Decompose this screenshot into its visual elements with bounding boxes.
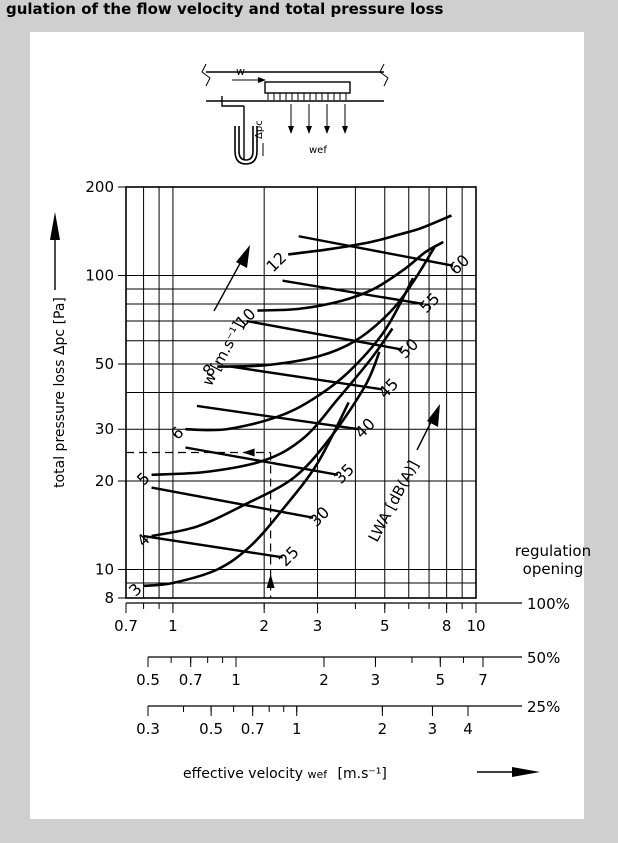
y-tick-label: 20 bbox=[95, 472, 114, 490]
velocity-curve-12 bbox=[288, 214, 452, 256]
regulation-opening-value: 100% bbox=[527, 595, 570, 613]
velocity-curve-5 bbox=[151, 327, 394, 477]
regulation-label: regulation bbox=[515, 542, 591, 560]
x-tick-label: 4 bbox=[463, 720, 473, 738]
x-tick-label: 1 bbox=[231, 671, 241, 689]
noise-line-25 bbox=[143, 534, 283, 559]
x-tick-label: 5 bbox=[380, 617, 390, 635]
y-tick-label: 100 bbox=[85, 267, 114, 285]
x-axis-unit: [m.s⁻¹] bbox=[333, 766, 387, 782]
example-arrow-left bbox=[242, 448, 255, 457]
x-tick-label: 2 bbox=[259, 617, 269, 635]
chart-panel bbox=[30, 32, 584, 819]
noise-line-55 bbox=[282, 279, 424, 306]
x-tick-label: 8 bbox=[442, 617, 452, 635]
y-tick-label: 10 bbox=[95, 561, 114, 579]
x-tick-label: 0.7 bbox=[179, 671, 203, 689]
x-tick-label: 0.7 bbox=[114, 617, 138, 635]
outflow-arrow-head bbox=[306, 126, 312, 134]
y-tick-label: 200 bbox=[85, 178, 114, 196]
velocity-label-arrow-head bbox=[236, 245, 250, 268]
x-axis-arrow-head bbox=[512, 767, 540, 777]
example-arrow-up bbox=[266, 574, 275, 588]
noise-line-40 bbox=[196, 404, 359, 431]
schematic-w-label: w bbox=[236, 65, 245, 78]
noise-label-arrow-head bbox=[427, 404, 440, 427]
header-text: gulation of the flow velocity and total … bbox=[6, 0, 444, 18]
noise-line-30 bbox=[151, 486, 314, 519]
schematic-wef-label: wef bbox=[309, 145, 327, 156]
regulation-opening-value: 25% bbox=[527, 698, 560, 716]
velocity-curve-3 bbox=[143, 401, 350, 588]
y-tick-label: 50 bbox=[95, 355, 114, 373]
outflow-arrow-head bbox=[288, 126, 294, 134]
x-tick-label: 0.7 bbox=[241, 720, 265, 738]
outflow-arrow-head bbox=[342, 126, 348, 134]
x-tick-label: 3 bbox=[313, 617, 323, 635]
plot-border bbox=[125, 186, 477, 599]
flow-arrow-head bbox=[258, 77, 266, 83]
x-tick-label: 2 bbox=[378, 720, 388, 738]
x-tick-label: 0.5 bbox=[199, 720, 223, 738]
y-axis-title: total pressure loss Δpc [Pa] bbox=[52, 297, 68, 488]
y-tick-label: 8 bbox=[104, 589, 114, 607]
schematic-dp-label: Δpc bbox=[254, 120, 265, 139]
schematic-diagram: w wef Δpc bbox=[201, 63, 389, 165]
velocity-curve-6 bbox=[185, 277, 415, 432]
x-tick-label: 5 bbox=[436, 671, 446, 689]
u-tube-manometer bbox=[234, 126, 258, 165]
x-tick-label: 7 bbox=[478, 671, 488, 689]
x-tick-label: 3 bbox=[428, 720, 438, 738]
x-axis-symbol: wef bbox=[307, 768, 328, 781]
x-tick-label: 1 bbox=[292, 720, 302, 738]
noise-line-60 bbox=[298, 235, 454, 267]
x-tick-label: 3 bbox=[371, 671, 381, 689]
grille-outlet bbox=[264, 81, 351, 94]
x-tick-label: 2 bbox=[319, 671, 329, 689]
noise-label-arrow-shaft bbox=[416, 419, 433, 451]
outflow-arrow-head bbox=[324, 126, 330, 134]
velocity-label-arrow-shaft bbox=[213, 257, 244, 312]
duct-walls bbox=[206, 71, 384, 102]
y-axis-arrow-head bbox=[50, 212, 60, 240]
noise-line-45 bbox=[230, 365, 383, 391]
x-tick-label: 10 bbox=[466, 617, 485, 635]
x-tick-label: 1 bbox=[168, 617, 178, 635]
x-tick-label: 0.3 bbox=[136, 720, 160, 738]
noise-line-50 bbox=[246, 319, 403, 351]
velocity-curve-10 bbox=[257, 240, 444, 312]
x-tick-label: 0.5 bbox=[136, 671, 160, 689]
y-tick-label: 30 bbox=[95, 420, 114, 438]
pitot-tube bbox=[221, 96, 245, 160]
duct-break-marks bbox=[201, 63, 389, 87]
x-axis-title: effective velocity wef [m.s⁻¹] bbox=[183, 766, 387, 782]
regulation-label: opening bbox=[523, 560, 584, 578]
regulation-opening-value: 50% bbox=[527, 649, 560, 667]
